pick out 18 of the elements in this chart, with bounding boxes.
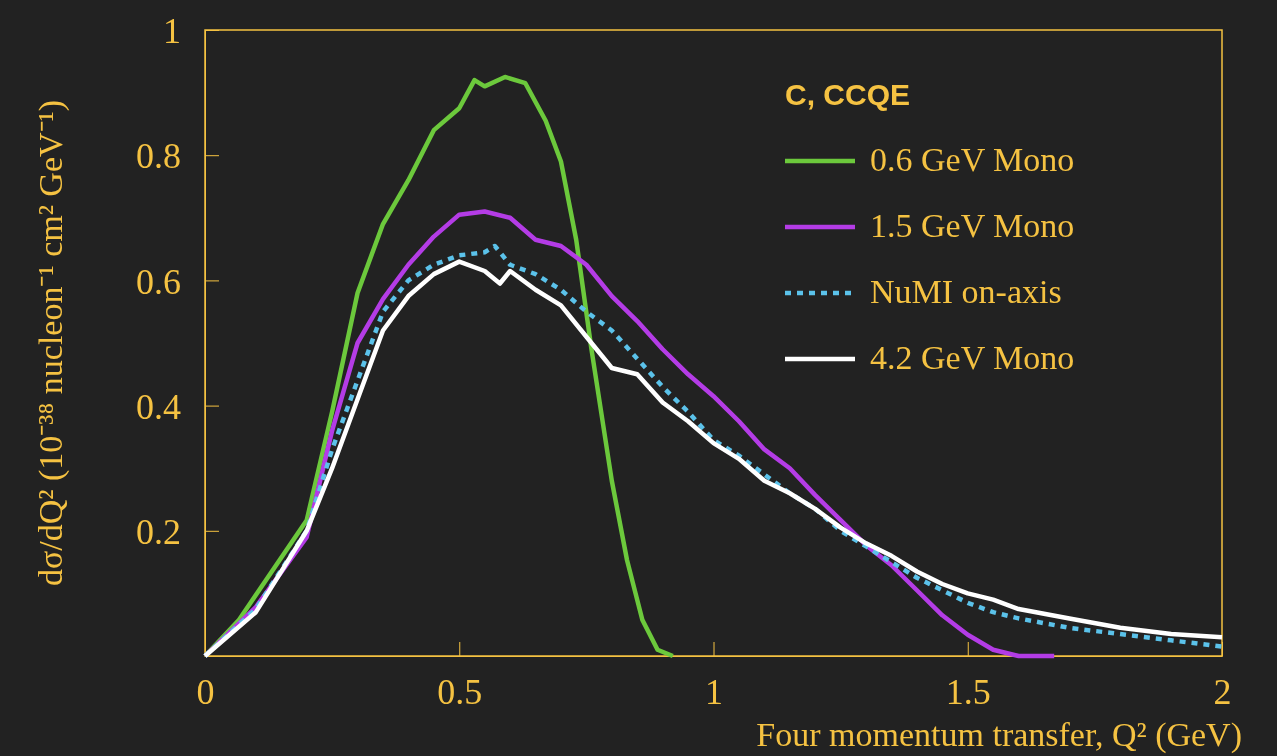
legend-label: 0.6 GeV Mono <box>870 141 1075 178</box>
y-tick-label: 0.4 <box>136 386 181 427</box>
y-axis-title: dσ/dQ² (10⁻³⁸ nucleon⁻¹ cm² GeV⁻¹) <box>32 99 70 587</box>
line-series <box>202 74 676 659</box>
y-tick-label: 1 <box>163 11 181 52</box>
x-tick-label: 0.5 <box>437 671 483 712</box>
legend-title: C, CCQE <box>785 78 911 111</box>
y-tick-label: 0.8 <box>136 136 181 177</box>
x-tick-label: 0 <box>196 671 215 712</box>
x-tick-label: 2 <box>1213 671 1232 712</box>
y-tick-label: 0.2 <box>136 511 181 552</box>
x-tick-label: 1 <box>705 671 723 712</box>
legend-label: 4.2 GeV Mono <box>870 339 1075 376</box>
x-tick-label: 1.5 <box>945 671 991 712</box>
legend-label: NuMI on-axis <box>870 273 1062 310</box>
y-tick-label: 0.6 <box>136 261 181 302</box>
x-axis-title: Four momentum transfer, Q² (GeV) <box>756 716 1242 754</box>
legend-label: 1.5 GeV Mono <box>870 207 1075 244</box>
